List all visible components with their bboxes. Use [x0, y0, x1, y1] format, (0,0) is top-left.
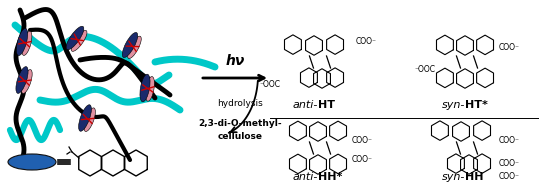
Ellipse shape	[71, 30, 87, 51]
Text: syn-: syn-	[441, 100, 465, 110]
Ellipse shape	[84, 108, 95, 132]
Text: ⁻OOC: ⁻OOC	[414, 65, 435, 74]
Ellipse shape	[8, 154, 56, 170]
Ellipse shape	[122, 32, 137, 58]
Ellipse shape	[79, 105, 92, 131]
Text: ⁻OOC: ⁻OOC	[259, 80, 280, 89]
Text: HT*: HT*	[465, 100, 488, 110]
Text: HT: HT	[318, 100, 335, 110]
Text: COO⁻: COO⁻	[499, 172, 520, 181]
Text: 2,3-di-O-methyl-
cellulose: 2,3-di-O-methyl- cellulose	[198, 119, 282, 141]
Text: anti-: anti-	[293, 100, 318, 110]
Text: COO⁻: COO⁻	[499, 159, 520, 167]
Ellipse shape	[66, 26, 84, 50]
Text: hν: hν	[225, 54, 245, 68]
Ellipse shape	[140, 74, 150, 102]
Ellipse shape	[146, 77, 154, 101]
Text: HH*: HH*	[318, 172, 342, 182]
Ellipse shape	[16, 67, 28, 93]
Ellipse shape	[22, 70, 32, 94]
Text: COO⁻: COO⁻	[499, 136, 520, 145]
Ellipse shape	[128, 36, 141, 59]
Text: COO⁻: COO⁻	[352, 136, 373, 145]
Text: syn-: syn-	[441, 172, 465, 182]
Text: HH: HH	[465, 172, 483, 182]
Text: hydrolysis: hydrolysis	[217, 98, 263, 108]
Ellipse shape	[22, 31, 32, 55]
Ellipse shape	[16, 28, 27, 56]
Text: COO⁻: COO⁻	[356, 37, 377, 46]
Text: COO⁻: COO⁻	[499, 43, 520, 52]
Text: COO⁻: COO⁻	[352, 155, 373, 164]
Text: anti-: anti-	[293, 172, 318, 182]
